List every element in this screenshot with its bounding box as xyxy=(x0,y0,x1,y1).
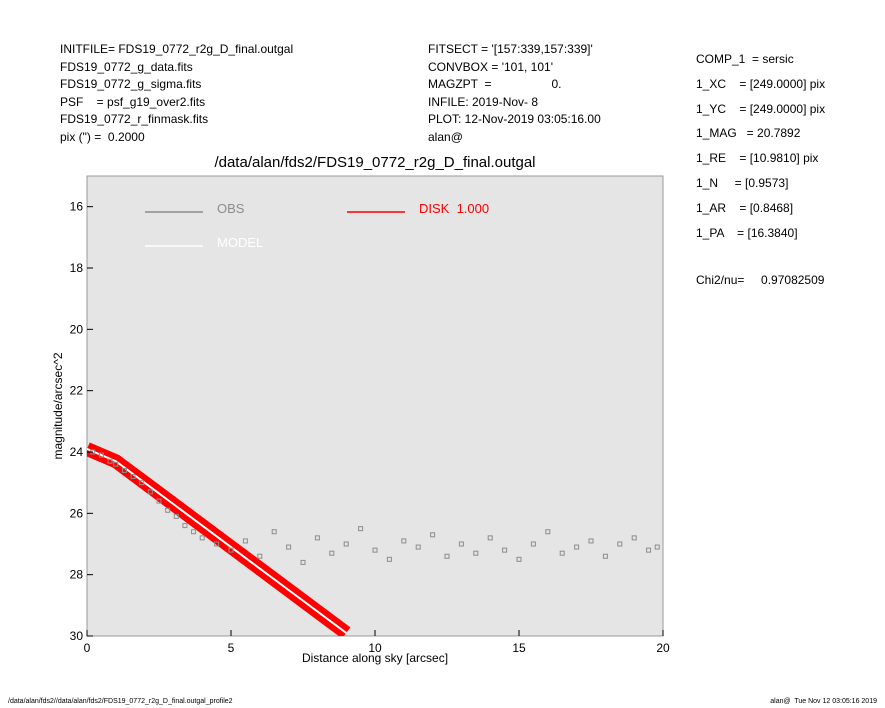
header-line: 1_MAG = 20.7892 xyxy=(696,126,801,141)
header-line: FDS19_0772_r_finmask.fits xyxy=(60,112,209,126)
obs-point xyxy=(617,541,623,547)
obs-point xyxy=(156,498,162,504)
obs-point xyxy=(401,538,407,544)
obs-point xyxy=(182,523,188,529)
model-line xyxy=(87,448,347,634)
obs-point xyxy=(228,547,234,553)
y-tick-label: 30 xyxy=(70,629,84,643)
x-tick-label: 20 xyxy=(656,641,670,655)
obs-point xyxy=(242,538,248,544)
obs-point xyxy=(415,544,421,550)
obs-point xyxy=(214,541,220,547)
obs-point xyxy=(329,550,335,556)
obs-point xyxy=(502,547,508,553)
obs-point xyxy=(199,535,205,541)
y-axis-label: magnitude/arcsec^2 xyxy=(51,352,65,459)
obs-point xyxy=(444,553,450,559)
header-line: COMP_1 = sersic xyxy=(696,52,794,66)
header-middle: FITSECT = '[157:339,157:339]' CONVBOX = '… xyxy=(428,41,601,146)
y-tick-label: 16 xyxy=(70,200,84,214)
obs-point xyxy=(165,507,171,513)
header-line: FDS19_0772_g_data.fits xyxy=(60,59,193,74)
obs-point xyxy=(545,529,551,535)
obs-point xyxy=(343,541,349,547)
header-left: INITFILE= FDS19_0772_r2g_D_final.outgal F… xyxy=(60,41,293,146)
header-line: 1_N = [0.9573] xyxy=(696,175,789,190)
header-line: 1_PA = [16.3840] xyxy=(696,225,798,240)
obs-point xyxy=(173,513,179,519)
header-line: PLOT: 12-Nov-2019 03:05:16.00 xyxy=(428,112,601,126)
x-tick-label: 5 xyxy=(228,641,235,655)
obs-point xyxy=(430,532,436,538)
obs-point xyxy=(386,556,392,562)
legend-label: DISK 1.000 xyxy=(419,201,489,216)
obs-point xyxy=(631,535,637,541)
legend-label: MODEL xyxy=(217,235,263,250)
header-line: MAGZPT = 0. xyxy=(428,77,562,91)
chart-title: /data/alan/fds2/FDS19_0772_r2g_D_final.o… xyxy=(214,154,535,171)
obs-point xyxy=(257,553,263,559)
header-line: 1_AR = [0.8468] xyxy=(696,200,794,215)
header-line: pix (") = 0.2000 xyxy=(60,129,145,144)
footer-left: /data/alan/fds2//data/alan/fds2/FDS19_07… xyxy=(8,698,233,705)
chi2: Chi2/nu= 0.97082509 xyxy=(696,273,825,287)
obs-point xyxy=(654,544,660,550)
y-tick-label: 28 xyxy=(70,568,84,582)
obs-point xyxy=(300,559,306,565)
y-tick-label: 18 xyxy=(70,261,84,275)
obs-point xyxy=(147,489,153,495)
header-line: 1_RE = [10.9810] pix xyxy=(696,151,819,166)
obs-point xyxy=(271,529,277,535)
obs-point xyxy=(602,553,608,559)
y-tick-label: 20 xyxy=(70,322,84,336)
obs-point xyxy=(191,529,197,535)
header-line: 1_XC = [249.0000] pix xyxy=(696,76,826,91)
y-tick-label: 22 xyxy=(70,384,84,398)
obs-point xyxy=(98,452,104,458)
y-tick-label: 24 xyxy=(70,445,84,459)
obs-point xyxy=(139,480,145,486)
obs-point xyxy=(588,538,594,544)
header-line: INITFILE= FDS19_0772_r2g_D_final.outgal xyxy=(60,42,294,56)
x-tick-label: 10 xyxy=(368,641,382,655)
x-axis-label: Distance along sky [arcsec] xyxy=(302,651,448,665)
header-line: PSF = psf_g19_over2.fits xyxy=(60,94,206,109)
plot-marks xyxy=(87,442,660,636)
obs-point xyxy=(473,550,479,556)
header-line: CONVBOX = '101, 101' xyxy=(428,59,553,74)
obs-point xyxy=(358,526,364,532)
obs-point xyxy=(516,556,522,562)
obs-point xyxy=(458,541,464,547)
obs-point xyxy=(121,467,127,473)
obs-point xyxy=(559,550,565,556)
obs-point xyxy=(574,544,580,550)
header-right: COMP_1 = sersic 1_XC = [249.0000] pix 1_YC… xyxy=(696,47,825,245)
obs-point xyxy=(107,458,113,464)
y-tick-label: 26 xyxy=(70,506,84,520)
header-line: INFILE: 2019-Nov- 8 xyxy=(428,94,539,109)
obs-point xyxy=(113,461,119,467)
legend-label: OBS xyxy=(217,201,245,216)
x-tick-label: 0 xyxy=(84,641,91,655)
header-line: alan@ xyxy=(428,129,463,144)
header-line: FDS19_0772_g_sigma.fits xyxy=(60,77,202,91)
obs-point xyxy=(314,535,320,541)
obs-point xyxy=(286,544,292,550)
header-line: 1_YC = [249.0000] pix xyxy=(696,101,826,116)
obs-point xyxy=(130,474,136,480)
obs-point xyxy=(530,541,536,547)
obs-point xyxy=(372,547,378,553)
obs-point xyxy=(487,535,493,541)
obs-point xyxy=(646,547,652,553)
x-tick-label: 15 xyxy=(512,641,526,655)
header-line: FITSECT = '[157:339,157:339]' xyxy=(428,42,593,56)
footer-right: alan@ Tue Nov 12 03:05:16 2019 xyxy=(770,698,877,705)
plot-area xyxy=(86,175,664,637)
